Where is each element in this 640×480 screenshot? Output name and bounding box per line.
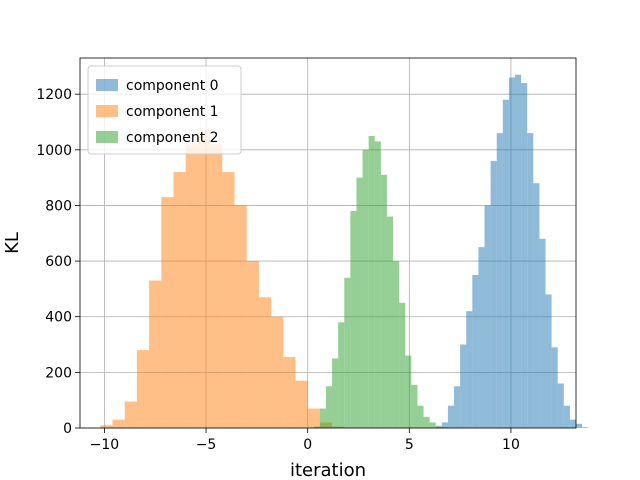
x-tick-label: −10 bbox=[90, 437, 120, 453]
legend-entry: component 1 bbox=[126, 104, 219, 120]
histogram-bar bbox=[307, 408, 320, 428]
histogram-bar bbox=[460, 344, 467, 428]
histogram-bar bbox=[344, 277, 351, 428]
histogram-bar bbox=[576, 423, 583, 428]
series-1-bars bbox=[100, 130, 345, 429]
histogram-bar bbox=[490, 160, 497, 429]
series-0-bars bbox=[435, 74, 589, 429]
histogram-bar bbox=[551, 347, 558, 428]
histogram-bar bbox=[441, 427, 448, 428]
y-tick-label: 0 bbox=[63, 421, 72, 437]
histogram-bar bbox=[258, 297, 272, 428]
x-tick-label: −5 bbox=[196, 437, 217, 453]
histogram-bar bbox=[411, 384, 418, 428]
histogram-bar bbox=[582, 427, 589, 428]
histogram-bar bbox=[325, 386, 333, 428]
histogram-bar bbox=[569, 419, 576, 428]
histogram-bar bbox=[521, 83, 528, 428]
histogram-bar bbox=[405, 355, 412, 428]
histogram-bar bbox=[332, 358, 339, 428]
histogram-bar bbox=[515, 74, 522, 429]
histogram-bar bbox=[136, 350, 150, 428]
histogram-bar bbox=[161, 197, 174, 428]
histogram-bar bbox=[399, 302, 406, 428]
histogram-bar bbox=[362, 149, 369, 428]
histogram-bar bbox=[435, 425, 442, 428]
histogram-bar bbox=[124, 401, 137, 428]
histogram-bar bbox=[271, 316, 284, 428]
histogram-bar bbox=[496, 133, 503, 428]
histogram-bar bbox=[533, 183, 540, 428]
legend-swatch bbox=[96, 79, 118, 91]
histogram-bar bbox=[246, 261, 259, 428]
legend-entry: component 0 bbox=[126, 78, 219, 94]
histogram-bar bbox=[234, 205, 247, 428]
histogram-bar bbox=[386, 216, 394, 428]
axis-ticks: −10 −5 0 5 10 0 200 400 600 800 1000 1200 bbox=[36, 87, 520, 453]
y-tick-label: 600 bbox=[45, 254, 72, 270]
histogram-bar bbox=[350, 211, 357, 428]
histogram-bar bbox=[423, 416, 430, 428]
histogram-bar bbox=[545, 294, 552, 428]
histogram-bar bbox=[356, 177, 363, 428]
series-2-bars bbox=[313, 135, 448, 429]
histogram-bar bbox=[380, 174, 387, 428]
histogram-bar bbox=[527, 133, 534, 428]
histogram-bar bbox=[441, 422, 448, 428]
histogram-bar bbox=[472, 274, 479, 428]
histogram-bar bbox=[508, 77, 516, 428]
legend-entry: component 2 bbox=[126, 130, 219, 146]
histogram-bar bbox=[539, 238, 546, 428]
y-tick-label: 1000 bbox=[36, 143, 72, 159]
histogram-bar bbox=[563, 405, 570, 428]
histogram-bar bbox=[185, 144, 198, 428]
histogram-bar bbox=[484, 205, 491, 428]
x-tick-label: 10 bbox=[502, 437, 520, 453]
histogram-bar bbox=[295, 380, 308, 428]
histogram-bar bbox=[338, 322, 345, 428]
histogram-bar bbox=[393, 261, 400, 428]
histogram-bar bbox=[149, 280, 162, 428]
legend-box bbox=[87, 65, 242, 155]
legend: component 0 component 1 component 2 bbox=[87, 65, 242, 155]
y-tick-label: 800 bbox=[45, 198, 72, 214]
histogram-bar bbox=[100, 425, 113, 428]
y-tick-label: 200 bbox=[45, 365, 72, 381]
histogram-bar bbox=[429, 422, 436, 428]
histogram-bar bbox=[374, 141, 381, 428]
histogram-bars bbox=[100, 74, 589, 429]
histogram-bar bbox=[368, 135, 375, 429]
legend-swatch bbox=[96, 105, 118, 117]
histogram-bar bbox=[478, 247, 485, 428]
x-tick-label: 5 bbox=[405, 437, 414, 453]
histogram-bar bbox=[417, 405, 424, 428]
histogram-bar bbox=[466, 311, 473, 428]
histogram-bar bbox=[210, 144, 223, 428]
plot-frame bbox=[79, 57, 577, 429]
histogram-bar bbox=[319, 408, 326, 428]
x-axis-label: iteration bbox=[290, 460, 366, 480]
histogram-bar bbox=[283, 357, 296, 428]
y-tick-label: 400 bbox=[45, 310, 72, 326]
histogram-bar bbox=[197, 130, 211, 429]
histogram-bar bbox=[557, 383, 564, 428]
histogram-bar bbox=[502, 99, 509, 429]
histogram-bar bbox=[454, 386, 461, 428]
histogram-bar bbox=[313, 426, 320, 428]
x-tick-label: 0 bbox=[303, 437, 312, 453]
histogram-bar bbox=[112, 419, 125, 428]
histogram-bar bbox=[447, 405, 455, 428]
histogram-bar bbox=[222, 172, 235, 428]
y-tick-label: 1200 bbox=[36, 87, 72, 103]
legend-swatch bbox=[96, 131, 118, 143]
y-axis-label: KL bbox=[2, 232, 23, 254]
histogram-bar bbox=[173, 172, 186, 428]
